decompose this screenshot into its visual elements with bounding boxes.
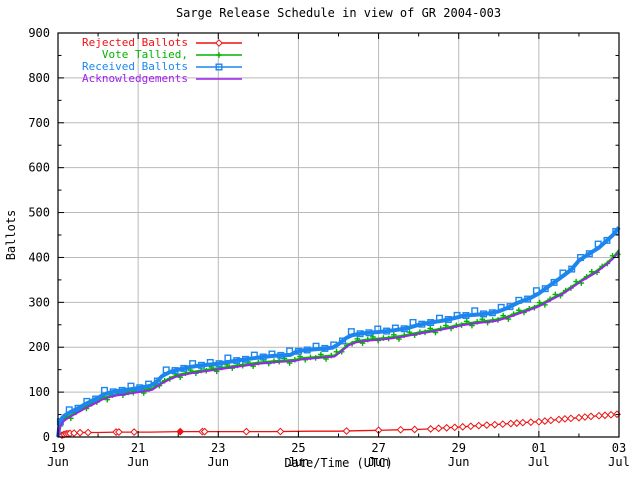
- legend-label-rejected-ballots: Rejected Ballots: [82, 36, 188, 49]
- x-tick-label-month: Jun: [288, 455, 310, 469]
- series-rejected-ballots: [57, 410, 621, 440]
- chart-title: Sarge Release Schedule in view of GR 200…: [175, 6, 502, 20]
- x-tick-label-day: 29: [451, 441, 465, 455]
- legend-line-sample-icon: [196, 63, 242, 71]
- x-tick-label-month: Jun: [47, 455, 69, 469]
- x-tick-label-day: 27: [371, 441, 385, 455]
- x-tick-label-day: 01: [532, 441, 546, 455]
- y-tick-label: 100: [28, 385, 50, 399]
- legend-row-vote-tallied: Vote Tallied,: [62, 49, 244, 61]
- y-tick-label: 0: [43, 430, 50, 444]
- legend-sample-plus: [196, 52, 242, 58]
- x-tick-label-day: 25: [291, 441, 305, 455]
- legend-line-sample-icon: [196, 39, 242, 47]
- y-tick-label: 300: [28, 295, 50, 309]
- grid-lines: [57, 32, 620, 438]
- axes-frame: [57, 32, 620, 438]
- legend: Rejected Ballots Vote Tallied, Received …: [62, 37, 244, 85]
- x-tick-label-month: Jun: [207, 455, 229, 469]
- y-tick-label: 600: [28, 161, 50, 175]
- x-tick-label-month: Jul: [608, 455, 630, 469]
- tick-labels: 010020030040050060070080090019Jun21Jun23…: [28, 26, 630, 469]
- x-tick-label-day: 21: [131, 441, 145, 455]
- legend-sample-square: [196, 63, 242, 71]
- x-tick-label-day: 03: [612, 441, 626, 455]
- y-tick-label: 400: [28, 250, 50, 264]
- x-tick-label-month: Jun: [127, 455, 149, 469]
- legend-label-acknowledgements: Acknowledgements: [82, 72, 188, 85]
- y-axis-ticks: [58, 32, 619, 438]
- legend-row-rejected-ballots: Rejected Ballots: [62, 37, 244, 49]
- x-tick-label-month: Jun: [448, 455, 470, 469]
- x-tick-label-month: Jun: [368, 455, 390, 469]
- legend-label-vote-tallied: Vote Tallied,: [101, 48, 188, 61]
- series-received-ballots: [56, 226, 621, 438]
- y-tick-label: 700: [28, 116, 50, 130]
- x-tick-label-day: 23: [211, 441, 225, 455]
- legend-sample-diamond: [196, 39, 242, 47]
- legend-line-sample-icon: [196, 78, 242, 80]
- legend-line-sample-icon: [196, 52, 242, 58]
- x-axis-title: Date/Time (UTC): [284, 456, 393, 470]
- y-tick-label: 200: [28, 340, 50, 354]
- x-tick-label-day: 19: [51, 441, 65, 455]
- x-axis-ticks: [57, 33, 620, 437]
- legend-label-received-ballots: Received Ballots: [82, 60, 188, 73]
- series-acknowledgements: [57, 251, 620, 438]
- x-tick-label-month: Jul: [528, 455, 550, 469]
- y-tick-label: 800: [28, 71, 50, 85]
- legend-row-acknowledgements: Acknowledgements: [62, 73, 244, 85]
- y-tick-label: 900: [28, 26, 50, 40]
- legend-row-received-ballots: Received Ballots: [62, 61, 244, 73]
- y-tick-label: 500: [28, 206, 50, 220]
